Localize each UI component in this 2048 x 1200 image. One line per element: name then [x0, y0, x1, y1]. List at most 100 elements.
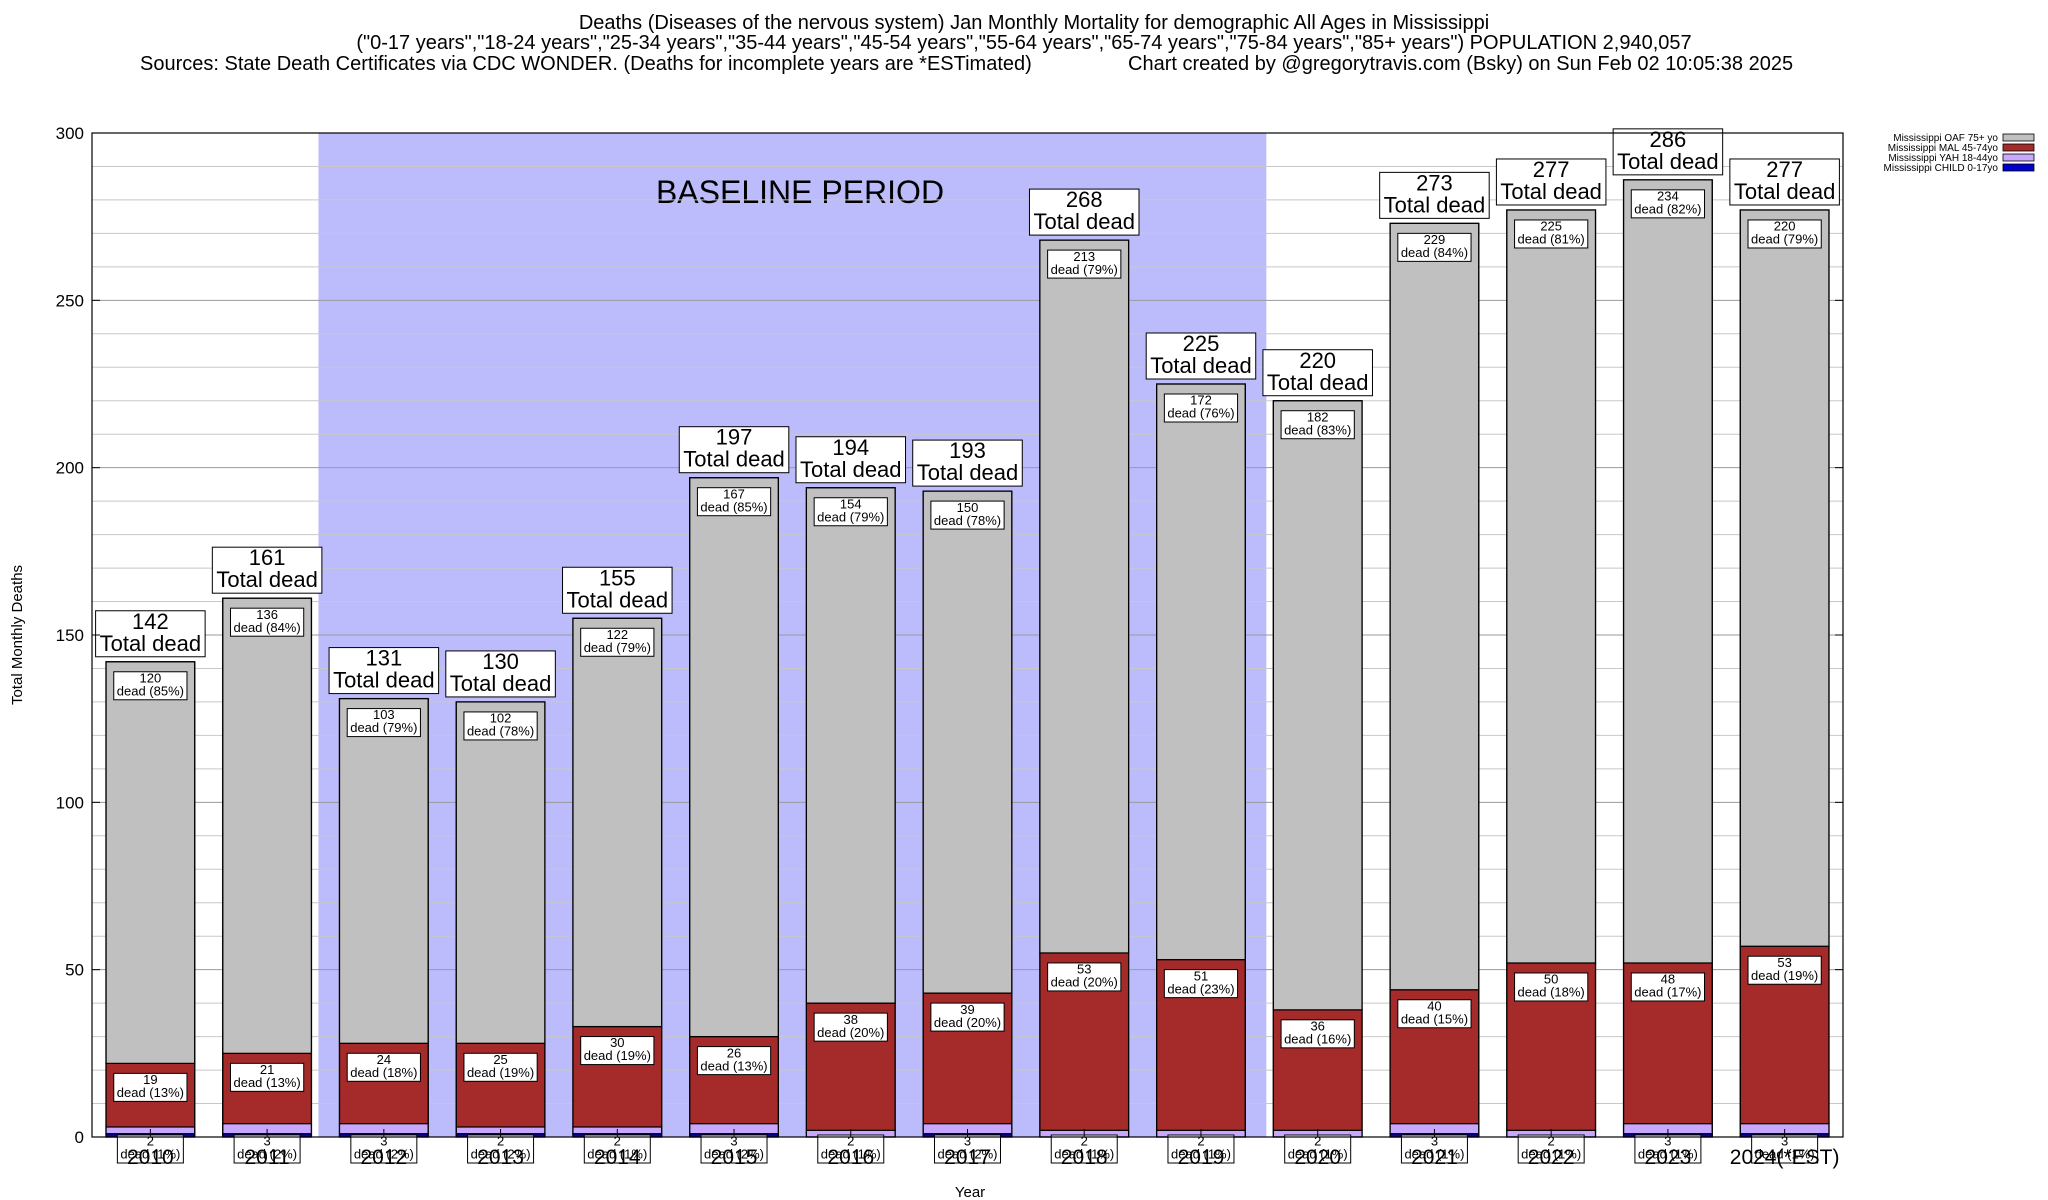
segment-label-box: [467, 1134, 535, 1164]
segment-label-box: [1514, 219, 1589, 249]
segment-label-line: dead (19%): [584, 1048, 651, 1063]
segment-label-line: 3: [964, 1134, 971, 1149]
x-tick-label: 2013: [477, 1146, 524, 1169]
total-label-line: Total dead: [567, 587, 669, 612]
segment-label-line: 3: [263, 1134, 270, 1149]
segment-label-box: [1400, 1134, 1468, 1164]
segment-label-line: dead (15%): [1401, 1011, 1468, 1026]
total-label-box: [1612, 128, 1724, 176]
segment-label-box: [934, 1134, 1001, 1164]
segment-label-line: dead (78%): [467, 724, 534, 739]
segment-label-line: dead (83%): [1284, 422, 1351, 437]
segment-label-line: dead (84%): [1401, 245, 1468, 260]
segment-label-line: dead (1%): [1521, 1147, 1581, 1162]
total-label-line: Total dead: [450, 671, 552, 696]
total-label-line: 155: [599, 565, 636, 590]
segment-label-line: 30: [610, 1035, 624, 1050]
segment-label-box: [1167, 1134, 1235, 1164]
segment-label-line: dead (2%): [237, 1147, 297, 1162]
total-label-line: Total dead: [216, 567, 318, 592]
segment-label-line: 182: [1307, 409, 1329, 424]
segment-label-box: [113, 1072, 188, 1102]
segment-label-line: dead (1%): [1171, 1147, 1231, 1162]
segment-label-line: 3: [1781, 1134, 1788, 1149]
total-label-box: [1729, 158, 1840, 206]
segment-label-line: dead (18%): [1518, 985, 1585, 1000]
segment-label-box: [1751, 1134, 1819, 1164]
segment-label-line: dead (79%): [1051, 262, 1118, 277]
total-label-box: [562, 566, 673, 614]
segment-label-box: [817, 1134, 885, 1164]
segment-label-line: dead (1%): [1638, 1147, 1698, 1162]
total-label-line: 277: [1766, 157, 1803, 182]
segment-label-line: dead (1%): [821, 1147, 881, 1162]
segment-label-line: 39: [960, 1002, 974, 1017]
segment-label-line: dead (13%): [117, 1085, 184, 1100]
segment-label-line: dead (17%): [1634, 985, 1701, 1000]
segment-label-line: 167: [723, 486, 745, 501]
segment-label-line: 3: [380, 1134, 387, 1149]
total-label-line: 131: [365, 646, 402, 671]
total-label-line: 273: [1416, 170, 1453, 195]
bar-segment: [1389, 222, 1480, 991]
y-tick-label: 100: [56, 793, 84, 812]
segment-label-box: [1630, 189, 1706, 219]
baseline-label: BASELINE PERIOD: [656, 174, 944, 210]
segment-label-line: dead (84%): [233, 620, 300, 635]
segment-label-line: dead (79%): [350, 720, 417, 735]
segment-label-box: [463, 1052, 538, 1082]
segment-label-line: dead (79%): [584, 640, 651, 655]
segment-label-line: 19: [143, 1072, 157, 1087]
segment-label-line: dead (20%): [1051, 975, 1118, 990]
total-label-line: 277: [1533, 157, 1570, 182]
y-tick-label: 250: [56, 291, 84, 310]
segment-label-box: [1514, 972, 1589, 1002]
segment-label-line: 2: [497, 1134, 504, 1149]
segment-label-box: [116, 1134, 184, 1164]
total-label-box: [912, 439, 1023, 487]
x-tick-label: 2010: [127, 1146, 174, 1169]
segment-label-box: [1050, 1134, 1118, 1164]
total-label-line: 194: [832, 435, 869, 460]
segment-label-line: 3: [1431, 1134, 1438, 1149]
segment-label-line: dead (1%): [1755, 1147, 1815, 1162]
segment-label-box: [1280, 1019, 1355, 1049]
segment-label-line: dead (16%): [1284, 1031, 1351, 1046]
segment-label-line: 50: [1544, 972, 1558, 987]
x-tick-label: 2021: [1411, 1146, 1458, 1169]
segment-label-line: dead (19%): [467, 1065, 534, 1080]
segment-label-box: [1280, 410, 1355, 440]
segment-label-box: [1397, 232, 1472, 262]
total-label-line: Total dead: [1384, 192, 1486, 217]
chart-title: Deaths (Diseases of the nervous system) …: [578, 12, 1490, 34]
segment-label-line: 53: [1077, 962, 1091, 977]
segment-label-line: 229: [1424, 232, 1446, 247]
x-tick-label: 2017: [944, 1146, 991, 1169]
